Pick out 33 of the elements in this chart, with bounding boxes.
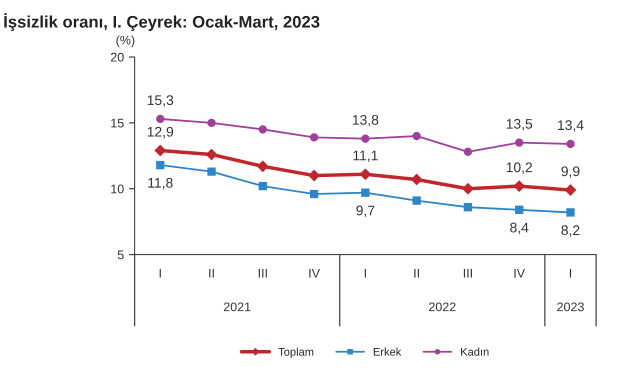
x-tick-label: I (570, 268, 572, 278)
y-axis-title: (%) (116, 35, 134, 48)
text: 2022 (429, 302, 456, 312)
x-tick-label: I (364, 268, 366, 278)
x-tick-label: III (464, 268, 472, 278)
data-label: 13,8 (352, 114, 378, 126)
y-tick-label: 20 (110, 52, 124, 62)
chart-title: İşsizlik oranı, I. Çeyrek: Ocak-Mart, 2023 (4, 13, 320, 32)
text: 2023 (557, 302, 584, 312)
x-tick-label: II (209, 268, 214, 278)
legend-label: Toplam (278, 348, 314, 358)
data-label: 9,7 (356, 206, 374, 218)
x-tick-label: IV (309, 268, 320, 278)
data-label: 11,8 (148, 178, 173, 190)
data-label: 11,1 (353, 150, 378, 162)
data-label: 13,5 (506, 118, 532, 130)
x-tick-label: I (160, 268, 161, 278)
data-label: 13,4 (558, 120, 584, 132)
data-label: 10,2 (506, 162, 532, 174)
data-label: 8,2 (561, 225, 580, 237)
x-tick-label: III (258, 268, 267, 278)
legend-label: Erkek (374, 348, 402, 356)
data-label: 9,9 (561, 166, 580, 178)
y-tick-label: 10 (111, 184, 124, 194)
x-tick-label: II (414, 268, 419, 278)
data-label: 15,3 (148, 95, 174, 107)
data-label: 12,9 (148, 126, 174, 138)
y-tick-label: 5 (118, 250, 124, 260)
text: 2021 (224, 302, 250, 312)
x-tick-label: IV (514, 268, 526, 278)
y-tick-label: 15 (111, 118, 124, 128)
data-label: 8,4 (510, 222, 528, 234)
legend-label: Kadın (461, 348, 488, 356)
